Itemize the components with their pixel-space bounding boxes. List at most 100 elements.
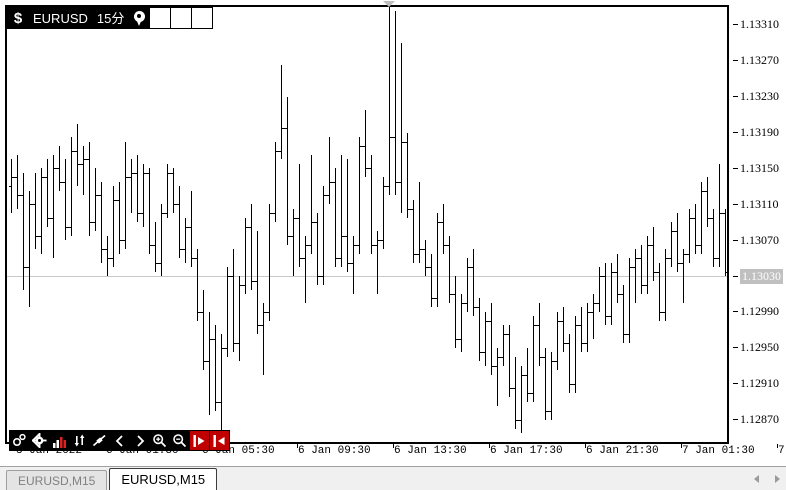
ohlc-open-tick	[267, 312, 270, 313]
ohlc-close-tick	[12, 177, 15, 178]
ohlc-bar	[197, 249, 198, 321]
shift-right-icon[interactable]	[189, 430, 210, 451]
ohlc-close-tick	[690, 218, 693, 219]
tick-dash	[733, 60, 738, 62]
time-tick-label: 6 Jan 09:30	[298, 445, 371, 457]
balloon-pin-icon[interactable]	[128, 7, 151, 29]
chevron-right-icon[interactable]	[129, 430, 150, 451]
zoom-in-icon[interactable]	[149, 430, 170, 451]
crosshair-settings-icon[interactable]	[9, 430, 30, 451]
price-tick-label: 1.13190	[740, 125, 779, 140]
ohlc-bar	[293, 208, 294, 277]
ohlc-close-tick	[252, 281, 255, 282]
ohlc-open-tick	[723, 213, 726, 214]
ohlc-open-tick	[561, 321, 564, 322]
tabs-container: EURUSD,M15 EURUSD,M15	[6, 467, 219, 490]
ohlc-open-tick	[717, 258, 720, 259]
chart-header: $ EURUSD 15分	[7, 7, 214, 29]
ohlc-close-tick	[372, 245, 375, 246]
ohlc-close-tick	[678, 263, 681, 264]
ohlc-close-tick	[96, 195, 99, 196]
ohlc-bar	[41, 168, 42, 254]
ohlc-bar	[443, 204, 444, 254]
price-tick-label: 1.12990	[740, 304, 779, 319]
ohlc-bar	[323, 186, 324, 286]
dollar-icon: $	[7, 7, 29, 29]
ohlc-bar	[671, 222, 672, 268]
ohlc-open-tick	[621, 294, 624, 295]
ohlc-close-tick	[684, 254, 687, 255]
ohlc-bar	[209, 311, 210, 416]
ohlc-open-tick	[351, 263, 354, 264]
header-blank-box-2[interactable]	[170, 7, 193, 29]
chevron-left-icon[interactable]	[109, 430, 130, 451]
ohlc-open-tick	[9, 186, 12, 187]
ohlc-bar	[89, 141, 90, 236]
ohlc-bar	[155, 222, 156, 272]
price-tick: 1.12910	[733, 376, 779, 391]
ohlc-open-tick	[243, 285, 246, 286]
price-axis[interactable]: 1.13310 1.13270 1.13230 1.13190 1.13150 1.131…	[733, 0, 786, 449]
ohlc-close-tick	[462, 303, 465, 304]
ohlc-bar	[653, 226, 654, 281]
arrows-updown-icon[interactable]	[69, 430, 90, 451]
time-tick-label: 6 Jan 21:30	[586, 445, 659, 457]
ohlc-open-tick	[177, 204, 180, 205]
ohlc-bar	[575, 316, 576, 393]
ohlc-bar	[587, 302, 588, 353]
tick-dash	[733, 419, 738, 421]
ohlc-close-tick	[186, 227, 189, 228]
ohlc-close-tick	[696, 245, 699, 246]
bar-chart-icon[interactable]	[49, 430, 70, 451]
gear-icon[interactable]	[29, 430, 50, 451]
ohlc-close-tick	[444, 245, 447, 246]
scroll-left-arrow-icon[interactable]	[754, 475, 759, 483]
price-tick: 1.13230	[733, 89, 779, 103]
ohlc-open-tick	[219, 402, 222, 403]
ohlc-close-tick	[324, 195, 327, 196]
chart-top-marker-icon	[383, 1, 395, 7]
ohlc-bar	[143, 163, 144, 227]
ohlc-close-tick	[306, 245, 309, 246]
trendline-icon[interactable]	[89, 430, 110, 451]
time-tick-label: 6 Jan 17:30	[490, 445, 563, 457]
price-tick-label: 1.13070	[740, 232, 779, 247]
ohlc-close-tick	[54, 168, 57, 169]
shift-left-icon[interactable]	[209, 430, 230, 451]
ohlc-bar	[287, 96, 288, 245]
ohlc-close-tick	[438, 222, 441, 223]
ohlc-open-tick	[699, 245, 702, 246]
ohlc-bar	[107, 235, 108, 277]
ohlc-open-tick	[369, 168, 372, 169]
ohlc-bar	[599, 267, 600, 312]
ohlc-bar	[485, 311, 486, 366]
ohlc-bar	[695, 204, 696, 254]
ohlc-open-tick	[159, 263, 162, 264]
ohlc-bar	[221, 334, 222, 434]
plot-area[interactable]	[7, 7, 727, 442]
price-tick-label: 1.12910	[740, 376, 779, 391]
ohlc-bar	[377, 231, 378, 294]
ohlc-bar	[281, 65, 282, 160]
zoom-out-icon[interactable]	[169, 430, 190, 451]
ohlc-open-tick	[405, 142, 408, 143]
ohlc-close-tick	[660, 312, 663, 313]
ohlc-bar	[647, 235, 648, 294]
ohlc-close-tick	[192, 258, 195, 259]
ohlc-bar	[419, 181, 420, 263]
chart-tab[interactable]: EURUSD,M15	[6, 470, 108, 490]
header-blank-box-1[interactable]	[149, 7, 172, 29]
scroll-right-arrow-icon[interactable]	[775, 475, 780, 483]
ohlc-close-tick	[138, 213, 141, 214]
ohlc-close-tick	[528, 393, 531, 394]
ohlc-close-tick	[336, 258, 339, 259]
ohlc-bar	[305, 235, 306, 303]
chart-window[interactable]: $ EURUSD 15分	[5, 5, 729, 451]
ohlc-open-tick	[489, 321, 492, 322]
header-blank-box-3[interactable]	[191, 7, 214, 29]
ohlc-open-tick	[597, 303, 600, 304]
chart-tab[interactable]: EURUSD,M15	[109, 468, 218, 490]
ohlc-open-tick	[585, 343, 588, 344]
ohlc-close-tick	[642, 285, 645, 286]
ohlc-bar	[113, 186, 114, 268]
